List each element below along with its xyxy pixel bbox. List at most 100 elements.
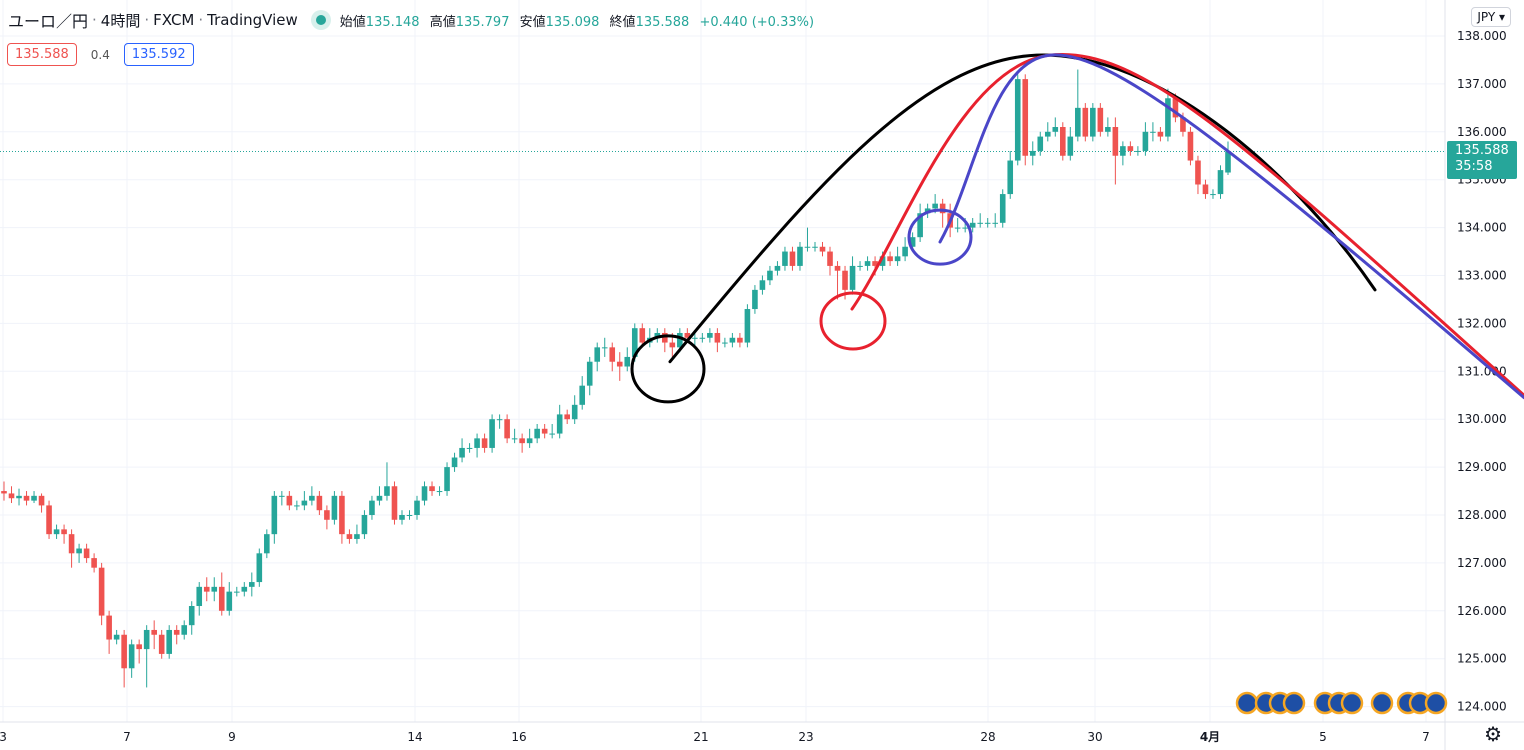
- candle: [887, 251, 893, 266]
- candle: [1014, 74, 1021, 166]
- candle: [279, 491, 285, 506]
- candle-body: [1150, 131, 1156, 133]
- candle-body: [76, 548, 82, 554]
- candle: [722, 337, 728, 348]
- candle-body: [729, 337, 736, 343]
- candle: [1022, 74, 1029, 166]
- drawn-curve-red: [850, 52, 1524, 397]
- candle: [31, 491, 37, 504]
- x-tick-label: 3: [0, 730, 7, 744]
- candle-body: [31, 495, 37, 501]
- change-value: +0.440 (+0.33%): [699, 14, 815, 30]
- close-value: 135.588: [635, 14, 690, 30]
- candle: [46, 500, 52, 539]
- candle: [151, 620, 157, 650]
- candle-body: [631, 328, 638, 357]
- bar-countdown: 35:58: [1455, 159, 1493, 174]
- candle-body: [1112, 127, 1119, 156]
- candle: [414, 495, 420, 520]
- candle: [1112, 117, 1119, 185]
- y-tick-label: 127.000: [1457, 556, 1507, 570]
- candle-body: [264, 534, 270, 554]
- candle: [1195, 155, 1201, 195]
- candle: [339, 491, 345, 544]
- candle-body: [586, 361, 593, 386]
- candle-body: [872, 261, 878, 266]
- candle-body: [1037, 136, 1044, 151]
- x-tick-label: 5: [1319, 730, 1327, 744]
- candle-body: [203, 586, 210, 592]
- candle: [857, 261, 863, 271]
- candle-body: [1075, 107, 1081, 137]
- candle-body: [564, 414, 570, 420]
- currency-button[interactable]: JPY ▾: [1471, 7, 1511, 27]
- candle: [827, 246, 833, 276]
- candle: [1217, 165, 1224, 199]
- candle: [271, 491, 278, 544]
- candle: [16, 488, 22, 506]
- gear-icon[interactable]: ⚙: [1484, 722, 1502, 746]
- candle: [218, 572, 225, 616]
- candle: [812, 241, 818, 252]
- candle-body: [91, 558, 97, 568]
- y-tick-label: 126.000: [1457, 604, 1507, 618]
- candle: [128, 639, 135, 678]
- candle: [256, 548, 263, 587]
- candle-body: [804, 246, 811, 248]
- symbol-name[interactable]: ユーロ／円: [8, 12, 89, 31]
- candle-body: [61, 529, 67, 535]
- candle-body: [173, 629, 180, 635]
- y-tick-label: 133.000: [1457, 269, 1507, 283]
- candle: [166, 625, 173, 659]
- candle: [459, 438, 465, 463]
- ohlc-values: 始値135.148 高値135.797 安値135.098 終値135.588 …: [340, 11, 820, 30]
- candle: [834, 261, 841, 300]
- candle-body: [106, 615, 112, 640]
- candle-body: [782, 251, 788, 266]
- candle: [662, 328, 668, 353]
- candle: [1135, 146, 1141, 156]
- candle: [391, 481, 398, 525]
- event-flag-icon: [1340, 691, 1364, 715]
- buy-button[interactable]: 135.592: [123, 43, 194, 66]
- candle: [519, 433, 525, 453]
- candle-body: [256, 553, 263, 583]
- candle: [744, 304, 751, 348]
- candle-body: [624, 356, 631, 367]
- candle: [264, 529, 270, 559]
- market-status-icon: [315, 15, 326, 25]
- candle-body: [489, 419, 495, 448]
- candle-body: [639, 328, 646, 343]
- candle-body: [767, 270, 773, 281]
- candle: [984, 218, 991, 228]
- candle: [8, 486, 15, 504]
- candle: [759, 275, 766, 295]
- candle-body: [451, 457, 458, 468]
- candle: [1105, 117, 1111, 137]
- candle: [324, 505, 330, 530]
- candle: [1075, 69, 1081, 142]
- candle: [639, 323, 646, 348]
- candle-body: [511, 438, 518, 440]
- candle: [83, 543, 90, 563]
- candle: [564, 409, 570, 424]
- candle: [294, 500, 300, 511]
- candle: [421, 481, 428, 506]
- candle-body: [376, 495, 383, 501]
- interval-label[interactable]: 4時間: [100, 11, 141, 30]
- y-tick-label: 124.000: [1457, 700, 1507, 714]
- candle-body: [1195, 160, 1201, 185]
- candle-body: [391, 486, 398, 520]
- candle-body: [361, 515, 368, 535]
- candle: [729, 332, 736, 348]
- y-tick-label: 125.000: [1457, 652, 1507, 666]
- candle: [504, 414, 510, 444]
- candle-body: [399, 515, 405, 520]
- candle: [226, 582, 233, 616]
- candle: [579, 376, 586, 410]
- high-label: 高値: [429, 14, 456, 30]
- candle-body: [1007, 160, 1014, 195]
- last-price-value: 135.588: [1455, 143, 1509, 158]
- sell-button[interactable]: 135.588: [7, 43, 77, 66]
